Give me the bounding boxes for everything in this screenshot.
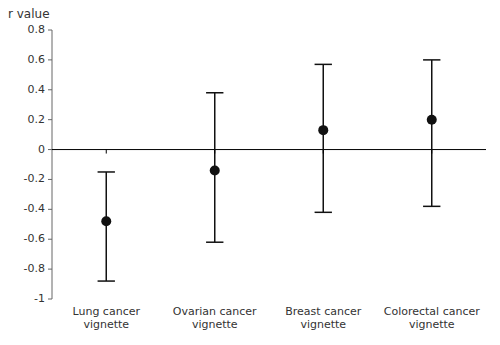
center-dot xyxy=(427,115,437,125)
error-cap-low xyxy=(315,212,332,214)
y-tick-label: -0.8 xyxy=(24,262,45,275)
y-tick xyxy=(48,59,52,60)
marks xyxy=(98,60,441,281)
y-tick-label: 0.4 xyxy=(28,83,46,96)
y-tick-label: 0.6 xyxy=(28,53,46,66)
y-axis-line xyxy=(52,30,53,299)
center-dot xyxy=(318,125,328,135)
center-dot xyxy=(210,165,220,175)
y-tick xyxy=(48,209,52,210)
y-tick-label: 0.2 xyxy=(28,113,46,126)
y-tick-label: -0.4 xyxy=(24,202,45,215)
error-cap-low xyxy=(206,241,223,243)
x-tick-label-line: vignette xyxy=(300,318,346,331)
chart: -1 -0.8 -0.6 -0.4 -0.2 0 0.2 0.4 0.6 0.8 r value Lu… xyxy=(0,0,500,345)
center-dot xyxy=(101,216,111,226)
y-tick xyxy=(48,30,52,31)
x-tick-label-line: Lung cancer xyxy=(73,305,141,318)
y-tick xyxy=(48,179,52,180)
error-bar xyxy=(431,60,433,206)
error-cap-low xyxy=(98,280,115,282)
x-tick-label-line: vignette xyxy=(83,318,129,331)
baseline xyxy=(52,149,486,150)
x-tick-label: Colorectal cancervignette xyxy=(384,305,480,331)
error-cap-low xyxy=(423,206,440,208)
y-tick-label: 0 xyxy=(38,143,45,156)
x-tick-label: Ovarian cancervignette xyxy=(173,305,257,331)
y-tick-label: 0.8 xyxy=(28,23,46,36)
x-tick-label-line: Ovarian cancer xyxy=(173,305,257,318)
y-tick xyxy=(48,269,52,270)
category-tick xyxy=(431,150,432,154)
y-axis-label: r value xyxy=(8,7,50,21)
y-tick-label: -0.2 xyxy=(24,172,45,185)
y-tick-label: -0.6 xyxy=(24,232,45,245)
x-tick-label: Lung cancervignette xyxy=(73,305,141,331)
error-cap-high xyxy=(206,92,223,94)
category-tick xyxy=(106,150,107,154)
x-tick-label-line: vignette xyxy=(192,318,238,331)
category-tick xyxy=(214,150,215,154)
error-cap-high xyxy=(423,59,440,61)
x-tick-label: Breast cancervignette xyxy=(285,305,361,331)
y-tick xyxy=(48,299,52,300)
category-tick xyxy=(323,150,324,154)
x-tick-label-line: Breast cancer xyxy=(285,305,361,318)
error-bar xyxy=(323,64,325,212)
chart-container: -1 -0.8 -0.6 -0.4 -0.2 0 0.2 0.4 0.6 0.8 r value Lu… xyxy=(0,0,500,345)
error-bar xyxy=(106,172,108,281)
error-cap-high xyxy=(315,64,332,66)
y-tick xyxy=(48,119,52,120)
x-tick-label-line: Colorectal cancer xyxy=(384,305,480,318)
y-tick xyxy=(48,239,52,240)
y-tick-label: -1 xyxy=(34,292,45,305)
error-cap-high xyxy=(98,171,115,173)
x-tick-label-line: vignette xyxy=(409,318,455,331)
y-tick xyxy=(48,149,52,150)
y-tick xyxy=(48,89,52,90)
